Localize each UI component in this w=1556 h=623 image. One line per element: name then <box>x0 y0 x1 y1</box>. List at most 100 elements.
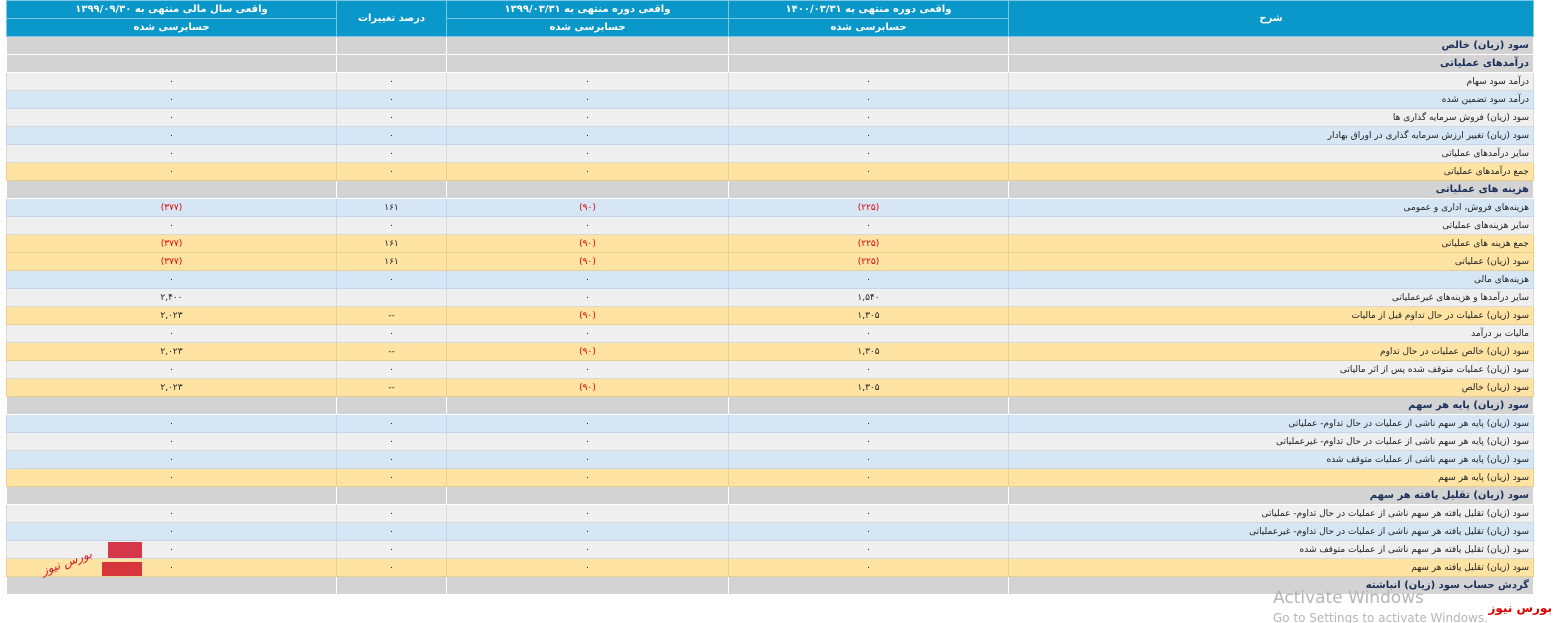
value-cell: ۱,۳۰۵ <box>728 342 1009 361</box>
value-cell: ۰ <box>728 504 1009 523</box>
value-cell: ۰ <box>728 108 1009 127</box>
value-cell <box>336 180 447 199</box>
value-cell: ۰ <box>336 450 447 469</box>
value-cell: ۱,۳۰۵ <box>728 378 1009 397</box>
value-cell: ۰ <box>728 432 1009 451</box>
value-cell: ۲,۰۲۳ <box>6 378 337 397</box>
value-cell: ۰ <box>728 324 1009 343</box>
row-label: سود (زیان) خالص عملیات در حال تداوم <box>1008 342 1534 361</box>
value-cell: ۰ <box>446 270 729 289</box>
value-cell: ۰ <box>6 504 337 523</box>
value-cell: ۰ <box>728 126 1009 145</box>
value-cell: (۲۲۵) <box>728 234 1009 253</box>
data-row: سود (زیان) عملیات در حال تداوم قبل از ما… <box>6 306 1534 325</box>
value-cell <box>446 576 729 595</box>
data-row: سود (زیان) تقلیل یافته هر سهم ناشی از عم… <box>6 540 1534 559</box>
data-row: سود (زیان) عملیاتی (۲۲۵) (۹۰) ۱۶۱ (۳۷۷) <box>6 252 1534 271</box>
value-cell <box>336 486 447 505</box>
value-cell: (۲۲۵) <box>728 252 1009 271</box>
value-cell: -- <box>336 378 447 397</box>
column-header: واقعی دوره منتهی به ۱۳۹۹/۰۳/۳۱ <box>446 0 729 19</box>
value-cell: ۲,۰۲۳ <box>6 306 337 325</box>
value-cell: ۰ <box>6 144 337 163</box>
value-cell <box>446 36 729 55</box>
value-cell: ۱۶۱ <box>336 234 447 253</box>
value-cell: (۳۷۷) <box>6 198 337 217</box>
value-cell: ۰ <box>336 108 447 127</box>
value-cell: ۰ <box>446 522 729 541</box>
row-label: سود (زیان) تقلیل یافته هر سهم <box>1008 486 1534 505</box>
value-cell: ۰ <box>6 450 337 469</box>
column-header: درصد تغییرات <box>336 0 447 37</box>
value-cell <box>446 486 729 505</box>
value-cell: ۰ <box>6 414 337 433</box>
section-row: درآمدهای عملیاتی <box>6 54 1534 73</box>
value-cell: ۰ <box>446 324 729 343</box>
row-label: سود (زیان) خالص <box>1008 378 1534 397</box>
value-cell: ۲,۰۲۳ <box>6 342 337 361</box>
value-cell: -- <box>336 342 447 361</box>
row-label: درآمد سود سهام <box>1008 72 1534 91</box>
section-row: سود (زیان) خالص <box>6 36 1534 55</box>
value-cell: ۰ <box>728 414 1009 433</box>
value-cell <box>336 288 447 307</box>
data-row: سود (زیان) تغییر ارزش سرمایه گذاری در او… <box>6 126 1534 145</box>
value-cell: ۰ <box>336 324 447 343</box>
activation-title: Activate Windows <box>1273 588 1424 608</box>
section-row: سود (زیان) تقلیل یافته هر سهم <box>6 486 1534 505</box>
value-cell: ۰ <box>446 504 729 523</box>
value-cell: ۰ <box>6 108 337 127</box>
value-cell: ۰ <box>728 162 1009 181</box>
row-label: هزینه‌های مالی <box>1008 270 1534 289</box>
data-row: سود (زیان) تقلیل یافته هر سهم ناشی از عم… <box>6 522 1534 541</box>
row-label: هزینه‌های فروش، اداری و عمومی <box>1008 198 1534 217</box>
value-cell: (۹۰) <box>446 234 729 253</box>
value-cell: ۰ <box>446 540 729 559</box>
value-cell: ۰ <box>446 288 729 307</box>
value-cell <box>6 180 337 199</box>
value-cell: ۰ <box>6 72 337 91</box>
value-cell: ۰ <box>6 162 337 181</box>
row-label: سود (زیان) پایه هر سهم <box>1008 468 1534 487</box>
value-cell: ۰ <box>336 522 447 541</box>
value-cell: ۰ <box>728 270 1009 289</box>
section-row: گردش حساب سود (زیان) انباشته <box>6 576 1534 595</box>
row-label: جمع هزینه های عملیاتی <box>1008 234 1534 253</box>
value-cell: ۰ <box>728 558 1009 577</box>
value-cell: ۰ <box>336 72 447 91</box>
header-row: شرح واقعی دوره منتهی به ۱۴۰۰/۰۳/۳۱ واقعی د… <box>6 0 1534 37</box>
value-cell <box>728 396 1009 415</box>
value-cell: ۰ <box>728 90 1009 109</box>
value-cell: ۰ <box>336 126 447 145</box>
data-row: جمع هزینه های عملیاتی (۲۲۵) (۹۰) ۱۶۱ (۳۷۷) <box>6 234 1534 253</box>
value-cell: ۰ <box>446 72 729 91</box>
table-body: سود (زیان) خالص درآمدهای عملیاتی درآمد سود… <box>6 36 1534 595</box>
value-cell: ۰ <box>336 504 447 523</box>
value-cell: ۰ <box>6 468 337 487</box>
data-row: هزینه‌های مالی ۰ ۰ ۰ ۰ <box>6 270 1534 289</box>
value-cell: ۰ <box>728 522 1009 541</box>
value-cell: (۹۰) <box>446 198 729 217</box>
value-cell: ۲,۴۰۰ <box>6 288 337 307</box>
data-row: مالیات بر درآمد ۰ ۰ ۰ ۰ <box>6 324 1534 343</box>
value-cell: (۹۰) <box>446 252 729 271</box>
value-cell: ۰ <box>336 414 447 433</box>
value-cell <box>728 576 1009 595</box>
row-label: سود (زیان) پایه هر سهم ناشی از عملیات در… <box>1008 414 1534 433</box>
row-label: سود (زیان) تقلیل یافته هر سهم ناشی از عم… <box>1008 504 1534 523</box>
value-cell <box>6 36 337 55</box>
row-label: سود (زیان) فروش سرمایه گذاری ها <box>1008 108 1534 127</box>
value-cell: ۰ <box>336 468 447 487</box>
value-cell <box>6 576 337 595</box>
data-row: سایر درآمدها و هزینه‌های غیرعملیاتی ۱,۵۴۰… <box>6 288 1534 307</box>
value-cell: ۰ <box>728 72 1009 91</box>
row-label: درآمدهای عملیاتی <box>1008 54 1534 73</box>
value-cell: ۰ <box>336 558 447 577</box>
value-cell: ۰ <box>728 540 1009 559</box>
value-cell: ۰ <box>728 144 1009 163</box>
value-cell: ۰ <box>446 414 729 433</box>
value-cell: ۰ <box>6 126 337 145</box>
value-cell: ۰ <box>728 450 1009 469</box>
data-row: سود (زیان) پایه هر سهم ناشی از عملیات مت… <box>6 450 1534 469</box>
